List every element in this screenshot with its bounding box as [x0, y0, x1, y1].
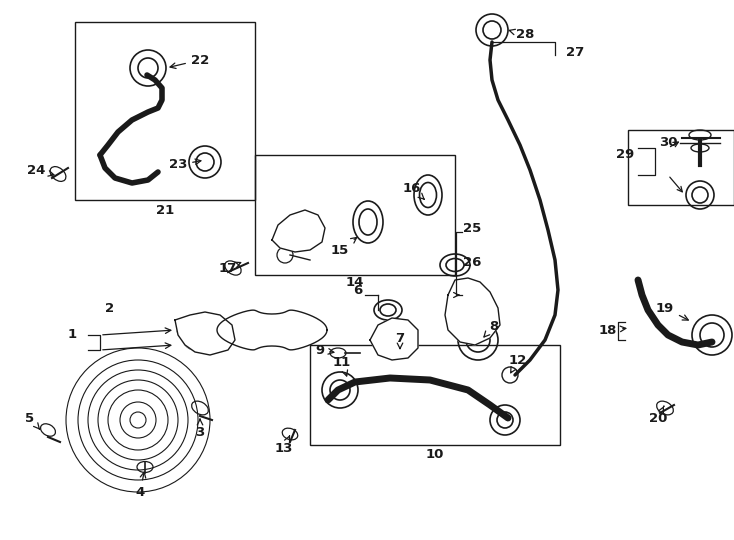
Polygon shape: [445, 278, 500, 345]
Text: 8: 8: [484, 320, 498, 337]
Text: 19: 19: [656, 301, 688, 320]
Text: 23: 23: [169, 159, 201, 172]
Text: 20: 20: [649, 406, 667, 424]
Bar: [310, 345, 560, 445]
Text: 1: 1: [68, 328, 76, 341]
Text: 11: 11: [333, 355, 351, 376]
Bar: [628, 130, 734, 205]
Text: 29: 29: [616, 148, 634, 161]
Text: 7: 7: [396, 332, 404, 349]
Polygon shape: [272, 210, 325, 252]
Bar: [75, 22, 255, 200]
Text: 18: 18: [599, 323, 626, 336]
Text: 14: 14: [346, 275, 364, 288]
Text: 2: 2: [106, 301, 115, 314]
Text: 22: 22: [170, 53, 209, 69]
Text: 6: 6: [353, 284, 363, 296]
Text: 25: 25: [463, 221, 481, 234]
Text: 10: 10: [426, 449, 444, 462]
Text: 4: 4: [135, 472, 146, 498]
Text: 26: 26: [463, 256, 482, 269]
Text: 15: 15: [331, 238, 357, 256]
Text: 24: 24: [27, 164, 54, 177]
Text: 17: 17: [219, 261, 241, 274]
Text: 13: 13: [275, 436, 293, 455]
Text: 30: 30: [658, 137, 677, 150]
Text: 5: 5: [26, 411, 40, 429]
Text: 21: 21: [156, 204, 174, 217]
Bar: [255, 155, 455, 275]
Text: 28: 28: [509, 29, 534, 42]
Text: 12: 12: [509, 354, 527, 373]
Text: 9: 9: [316, 343, 334, 356]
Polygon shape: [370, 318, 418, 360]
Text: 3: 3: [195, 419, 205, 438]
Text: 16: 16: [403, 181, 424, 199]
Polygon shape: [175, 312, 235, 355]
Text: 27: 27: [566, 45, 584, 58]
